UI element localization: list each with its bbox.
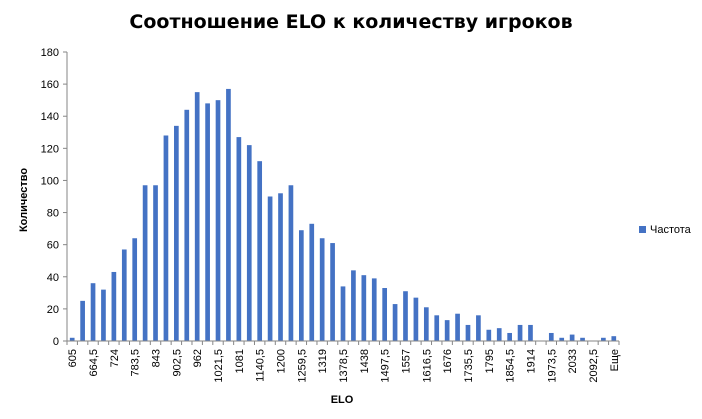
bar <box>476 315 481 341</box>
bar <box>101 289 106 341</box>
bar <box>163 135 169 341</box>
y-tick-label: 100 <box>41 175 59 187</box>
bar <box>246 145 252 341</box>
bar <box>132 238 138 341</box>
x-axis-label: ELO <box>331 394 354 406</box>
x-tick-label: 1854,5 <box>505 349 517 383</box>
x-tick-label: 605 <box>67 349 79 367</box>
y-tick-label: 60 <box>47 240 59 252</box>
bar <box>434 315 440 341</box>
x-tick-label: 902,5 <box>171 349 183 377</box>
bar <box>455 313 460 341</box>
legend: Частота <box>639 224 692 236</box>
x-tick-label: Еще <box>609 349 621 371</box>
x-axis-ticks: 605 664,5 724 783,5 843 902,5 962 1021,5 1081 114… <box>66 341 621 383</box>
y-tick-label: 160 <box>41 79 59 91</box>
x-tick-label: 1795 <box>484 349 496 373</box>
x-tick-label: 1259,5 <box>296 349 308 383</box>
bar <box>413 297 419 341</box>
bar <box>205 103 210 341</box>
x-tick-label: 1200 <box>276 349 288 373</box>
bar <box>69 337 75 341</box>
bar <box>382 288 388 341</box>
bar <box>601 337 606 341</box>
bar <box>517 324 523 341</box>
y-tick-label: 40 <box>47 272 59 284</box>
bar <box>288 185 294 341</box>
y-tick-label: 140 <box>41 111 59 123</box>
bar <box>111 271 117 341</box>
bar <box>309 223 315 341</box>
bar <box>142 185 148 341</box>
x-tick-label: 1378,5 <box>338 349 350 383</box>
bar <box>340 286 346 341</box>
y-tick-label: 20 <box>47 304 59 316</box>
y-axis-label: Количество <box>18 168 30 232</box>
bar <box>361 275 367 341</box>
bar <box>90 283 96 341</box>
x-tick-label: 1735,5 <box>463 349 475 383</box>
bar <box>580 337 585 341</box>
x-tick-label: 1914 <box>525 349 537 373</box>
bar <box>267 196 273 341</box>
y-tick-label: 120 <box>41 143 59 155</box>
bar <box>80 300 85 341</box>
bar <box>465 324 471 341</box>
bar <box>153 185 158 341</box>
bar <box>507 332 512 341</box>
x-tick-label: 1973,5 <box>546 349 558 383</box>
x-tick-label: 1676 <box>442 349 454 373</box>
bar <box>319 238 325 341</box>
x-tick-label: 1557 <box>400 349 412 373</box>
bar <box>528 324 533 341</box>
bar <box>444 320 450 341</box>
bar <box>278 193 283 341</box>
bar <box>174 125 179 341</box>
bar <box>257 161 263 341</box>
x-tick-label: 1081 <box>234 349 246 373</box>
bar <box>392 304 398 341</box>
bar <box>184 109 190 341</box>
x-tick-label: 1319 <box>317 349 329 373</box>
y-axis-ticks: 0 20 40 60 80 100 120 140 160 180 <box>41 47 67 348</box>
x-tick-label: 2092,5 <box>588 349 600 383</box>
chart-title: Соотношение ELO к количеству игроков <box>129 11 572 33</box>
bar <box>121 249 127 341</box>
x-tick-label: 1021,5 <box>213 349 225 383</box>
x-tick-label: 2033 <box>567 349 579 373</box>
x-tick-label: 783,5 <box>130 349 142 377</box>
x-tick-label: 1140,5 <box>255 349 267 382</box>
bar <box>569 334 575 341</box>
bar <box>486 329 492 341</box>
x-tick-label: 962 <box>192 349 204 367</box>
bar <box>351 270 356 341</box>
x-tick-label: 724 <box>109 349 121 367</box>
bar <box>496 328 502 341</box>
y-tick-label: 180 <box>41 47 59 59</box>
legend-label: Частота <box>650 224 692 236</box>
bar <box>298 230 304 341</box>
bar <box>403 291 408 341</box>
x-tick-label: 1497,5 <box>380 349 392 383</box>
bar <box>548 332 554 341</box>
legend-swatch <box>639 226 646 233</box>
x-tick-label: 843 <box>151 349 163 367</box>
bar <box>226 88 231 341</box>
x-tick-label: 1616,5 <box>421 349 433 383</box>
bar <box>194 92 200 341</box>
y-tick-label: 80 <box>47 208 59 220</box>
bar <box>559 337 565 341</box>
x-tick-label: 1438 <box>359 349 371 373</box>
bar <box>371 278 377 341</box>
bar <box>215 100 221 342</box>
bar <box>423 307 429 341</box>
bar <box>330 243 335 341</box>
x-tick-label: 664,5 <box>88 349 100 377</box>
y-tick-label: 0 <box>53 336 59 348</box>
bars <box>69 88 617 342</box>
bar <box>611 336 617 341</box>
bar <box>236 137 242 341</box>
